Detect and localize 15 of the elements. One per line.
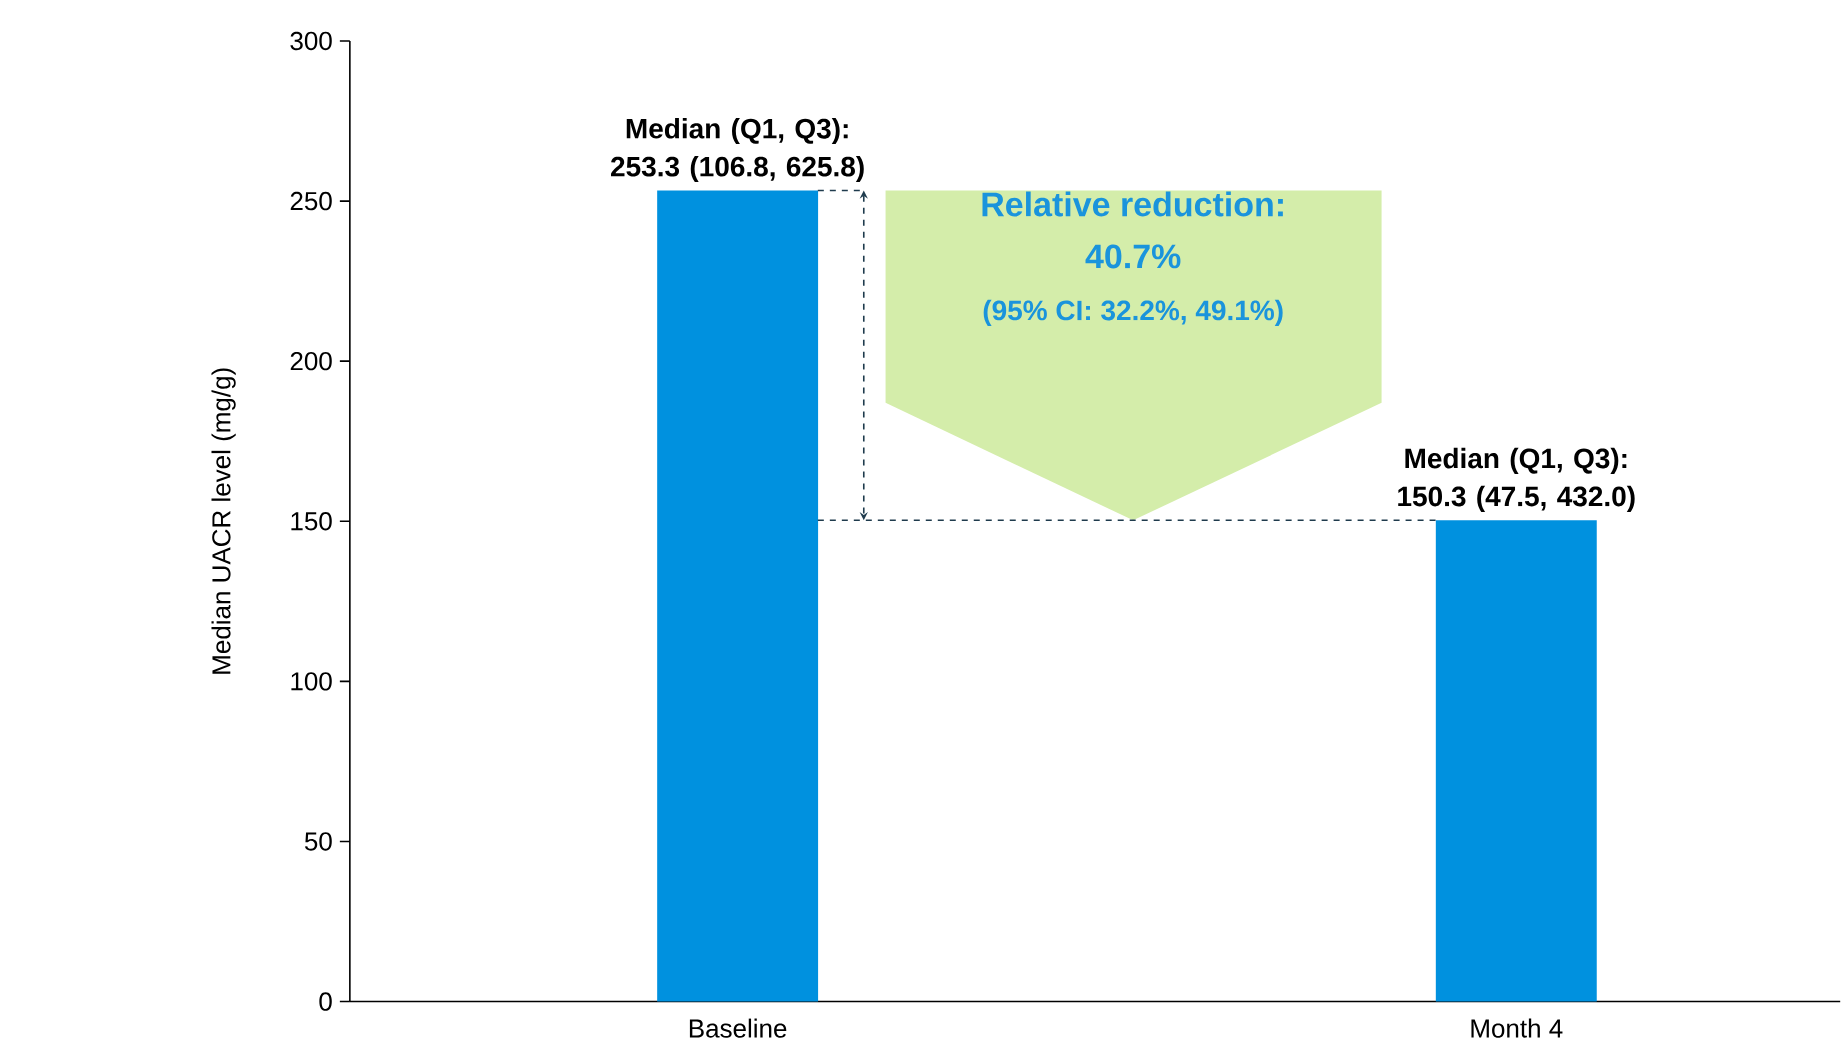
y-tick-label: 250 [290,192,332,211]
annotation: (95% CI: 32.2%, 49.1%) [983,300,1283,327]
y-tick-label: 50 [304,832,332,851]
y-axis-title: Median UACR level (mg/g) [211,368,236,674]
annotation: 40.7% [1085,244,1181,269]
annotation: Median (Q1, Q3): 150.3 (47.5, 432.0) [1398,448,1635,513]
annotation: Median (Q1, Q3): 253.3 (106.8, 625.8) [611,118,864,183]
y-tick-label: 0 [319,992,332,1011]
x-tick-label: Baseline [689,1018,787,1038]
y-tick-label: 300 [290,32,332,51]
annotation: Relative reduction: [982,191,1283,217]
y-tick-label: 100 [291,672,332,691]
y-tick-label: 150 [291,512,332,531]
y-tick-label: 200 [290,352,332,371]
x-tick-label: Month 4 [1471,1018,1563,1038]
